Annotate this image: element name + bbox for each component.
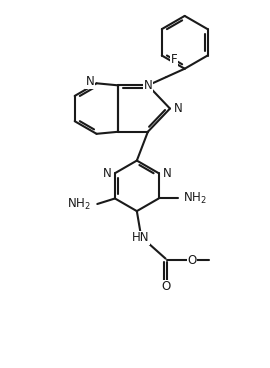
Text: N: N [162,167,171,180]
Text: NH$_2$: NH$_2$ [67,197,91,212]
Text: N: N [103,167,111,180]
Text: N: N [174,102,183,115]
Text: N: N [86,75,95,88]
Text: F: F [171,53,178,67]
Text: HN: HN [132,231,149,244]
Text: NH$_2$: NH$_2$ [183,191,207,206]
Text: N: N [143,79,152,92]
Text: O: O [187,254,197,267]
Text: O: O [161,280,170,293]
